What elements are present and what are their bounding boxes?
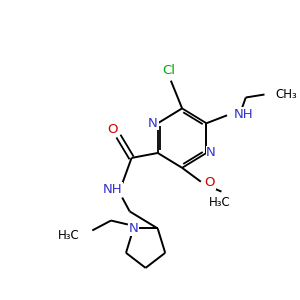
Text: NH: NH <box>234 108 253 121</box>
Text: N: N <box>129 222 138 235</box>
Text: NH: NH <box>103 183 123 196</box>
Text: O: O <box>205 176 215 189</box>
Text: N: N <box>206 146 216 160</box>
Text: Cl: Cl <box>163 64 176 77</box>
Text: H₃C: H₃C <box>57 229 79 242</box>
Text: O: O <box>108 123 118 136</box>
Text: CH₃: CH₃ <box>276 88 298 101</box>
Text: N: N <box>148 117 158 130</box>
Text: H₃C: H₃C <box>209 196 230 209</box>
